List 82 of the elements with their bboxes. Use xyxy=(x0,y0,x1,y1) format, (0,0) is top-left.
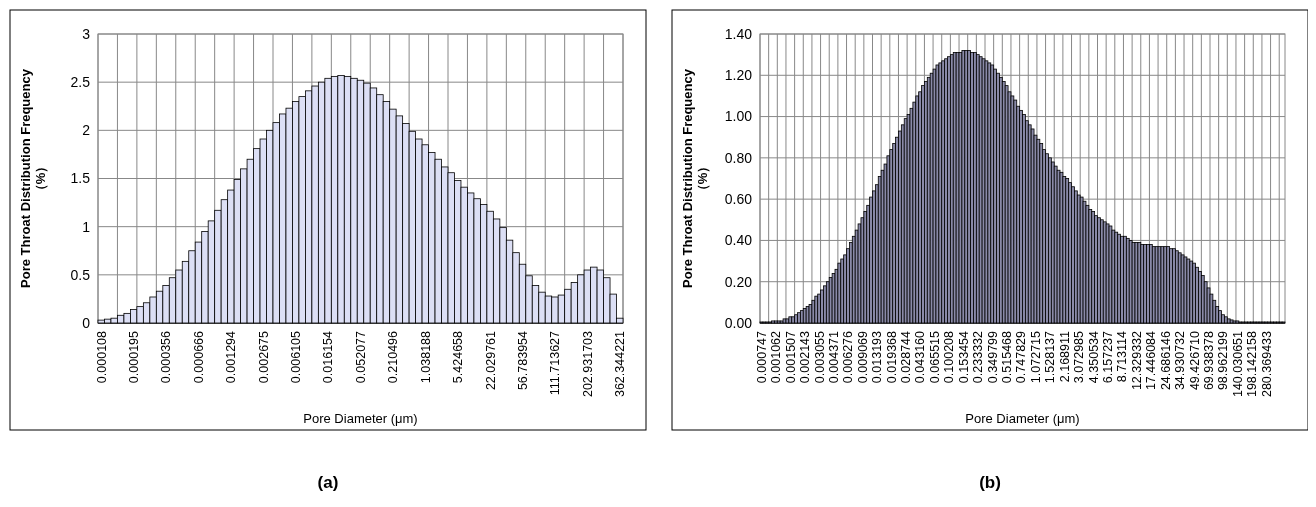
y-tick-label: 2.5 xyxy=(70,74,91,91)
x-axis-title: Pore Diameter (μm) xyxy=(965,411,1080,426)
x-tick-label: 0.000666 xyxy=(191,330,206,384)
x-tick-label: 4.350534 xyxy=(1086,330,1101,384)
y-tick-label: 3 xyxy=(82,25,91,42)
x-tick-label: 0.001294 xyxy=(224,330,239,384)
x-tick-label: 0.000747 xyxy=(754,330,769,384)
x-tick-label: 111.713627 xyxy=(548,330,563,396)
y-tick-label: 1.00 xyxy=(724,108,753,125)
y-tick-label: 1.40 xyxy=(724,25,753,42)
x-tick-label: 0.013193 xyxy=(870,330,885,384)
x-tick-label: 0.349799 xyxy=(985,330,1000,384)
bar xyxy=(794,314,798,324)
x-tick-label: 0.002143 xyxy=(798,330,813,384)
x-tick-label: 34.930732 xyxy=(1173,330,1188,391)
x-tick-label: 1.528137 xyxy=(1043,330,1058,384)
text: (a) xyxy=(317,473,339,492)
bar xyxy=(1224,316,1228,324)
y-tick-label: 0.5 xyxy=(70,266,91,283)
x-axis-title: Pore Diameter (μm) xyxy=(303,411,418,426)
x-tick-label: 0.153454 xyxy=(956,330,971,384)
y-tick-label: 0.40 xyxy=(724,232,753,249)
x-tick-label: 0.210496 xyxy=(386,330,401,384)
y-tick-label: 0 xyxy=(82,314,91,331)
x-tick-label: 0.000356 xyxy=(159,330,174,384)
y-tick-label: 2 xyxy=(82,122,91,139)
x-tick-label: 0.100208 xyxy=(942,330,957,384)
x-tick-label: 198.142158 xyxy=(1245,330,1260,398)
x-tick-label: 0.003055 xyxy=(812,330,827,384)
y-tick-label: 0.80 xyxy=(724,149,753,166)
y-tick-label: 1 xyxy=(82,218,91,235)
x-tick-label: 17.446084 xyxy=(1144,330,1159,391)
x-tick-label: 49.426710 xyxy=(1187,330,1202,391)
x-tick-label: 0.001507 xyxy=(783,330,798,384)
bar xyxy=(788,316,793,324)
x-tick-label: 69.938378 xyxy=(1201,330,1216,391)
x-tick-label: 1.038188 xyxy=(418,330,433,384)
x-tick-label: 0.009069 xyxy=(855,330,870,384)
x-tick-label: 8.713114 xyxy=(1115,330,1130,383)
x-tick-label: 140.030651 xyxy=(1230,330,1245,398)
x-tick-label: 2.168911 xyxy=(1057,330,1072,383)
x-tick-label: 0.747829 xyxy=(1014,330,1029,384)
y-tick-label: 1.5 xyxy=(70,170,91,187)
x-tick-label: 0.001062 xyxy=(769,330,784,384)
x-tick-label: 24.686146 xyxy=(1158,330,1173,391)
x-tick-label: 0.043160 xyxy=(913,330,928,384)
x-tick-label: 0.065515 xyxy=(927,330,942,384)
y-axis-title: Pore Throat Distribution Frequency （%） xyxy=(680,68,710,288)
x-tick-label: 0.000108 xyxy=(94,330,109,384)
x-tick-label: 0.019368 xyxy=(884,330,899,384)
bar xyxy=(791,316,796,324)
y-tick-label: 1.20 xyxy=(724,67,753,84)
x-tick-label: 0.004371 xyxy=(826,330,841,384)
x-tick-label: 202.931703 xyxy=(580,330,595,398)
x-tick-label: 0.028744 xyxy=(899,330,914,384)
x-tick-label: 0.515468 xyxy=(1000,330,1015,384)
x-tick-label: 5.424658 xyxy=(451,330,466,384)
y-axis-title: Pore Throat Distribution Frequency （%） xyxy=(18,68,48,288)
x-tick-label: 6.157237 xyxy=(1100,330,1115,384)
text: (b) xyxy=(979,473,1001,492)
x-tick-label: 56.783954 xyxy=(515,330,530,391)
x-tick-label: 0.006105 xyxy=(289,330,304,384)
x-tick-label: 12.329332 xyxy=(1129,330,1144,391)
x-tick-label: 0.052077 xyxy=(353,330,368,384)
x-tick-label: 0.000195 xyxy=(127,330,142,384)
x-tick-label: 280.369433 xyxy=(1259,330,1274,398)
bar xyxy=(785,318,790,324)
x-tick-label: 22.029761 xyxy=(483,330,498,391)
x-tick-label: 3.072985 xyxy=(1072,330,1087,384)
bar xyxy=(1218,310,1222,324)
x-tick-label: 362.344221 xyxy=(613,330,628,398)
x-tick-label: 0.006276 xyxy=(841,330,856,384)
bar xyxy=(1221,314,1225,324)
x-tick-label: 0.002675 xyxy=(256,330,271,384)
y-tick-label: 0.20 xyxy=(724,273,753,290)
x-tick-label: 0.016154 xyxy=(321,330,336,384)
y-tick-label: 0.60 xyxy=(724,191,753,208)
x-tick-label: 98.962199 xyxy=(1216,330,1231,391)
y-tick-label: 0.00 xyxy=(724,314,753,331)
x-tick-label: 0.233332 xyxy=(971,330,986,384)
x-tick-label: 1.072715 xyxy=(1028,330,1043,384)
bar xyxy=(774,320,778,324)
